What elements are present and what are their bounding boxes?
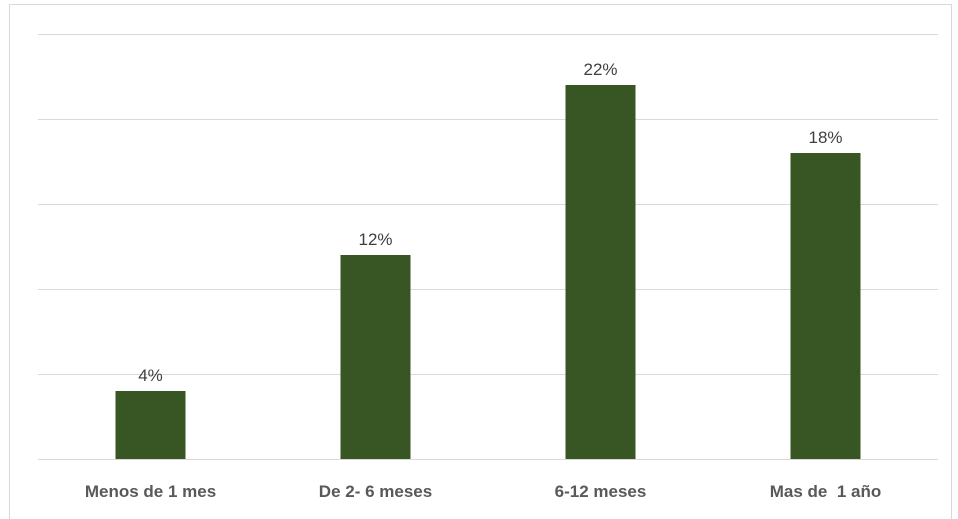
bar [340, 255, 411, 459]
bar [115, 391, 186, 459]
category-label: Mas de 1 año [770, 482, 881, 501]
gridlines [38, 34, 938, 460]
category-label: De 2- 6 meses [319, 482, 432, 501]
bar [790, 153, 861, 459]
data-label: 12% [358, 230, 392, 249]
category-labels: Menos de 1 mes De 2- 6 meses 6-12 meses Mas… [85, 482, 881, 501]
data-label: 4% [138, 366, 163, 385]
data-labels: 4% 12% 22% 18% [138, 60, 842, 385]
data-label: 22% [583, 60, 617, 79]
category-label: Menos de 1 mes [85, 482, 216, 501]
data-label: 18% [808, 128, 842, 147]
bar [565, 85, 636, 459]
bars [115, 85, 861, 459]
category-label: 6-12 meses [555, 482, 647, 501]
